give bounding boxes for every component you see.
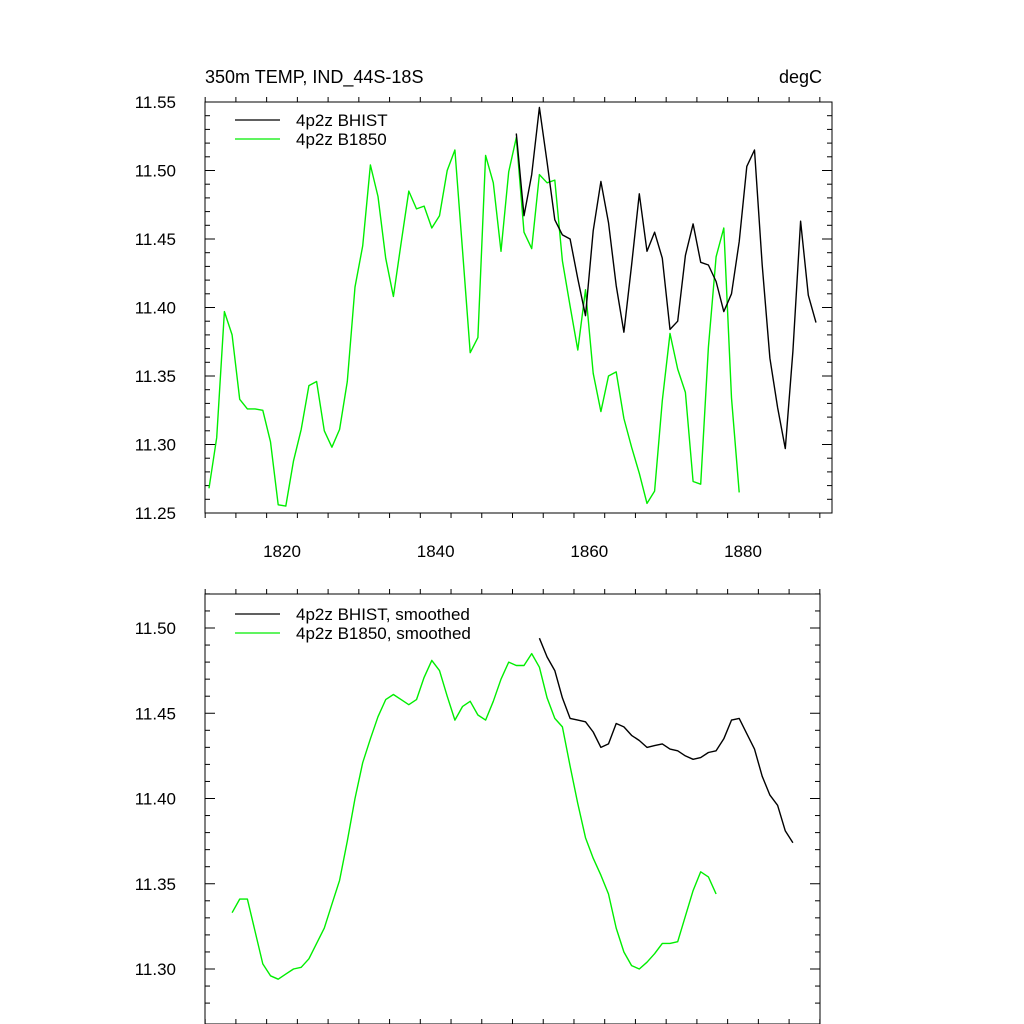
x-tick-label: 1840 <box>417 542 455 561</box>
y-tick-label: 11.40 <box>135 299 176 318</box>
y-tick-label: 11.40 <box>135 790 176 809</box>
y-tick-label: 11.45 <box>135 704 176 723</box>
top-panel-units: degC <box>779 67 822 87</box>
top-panel-series <box>208 106 817 507</box>
x-tick-label: 1860 <box>570 542 608 561</box>
top-panel-legend: 4p2z BHIST 4p2z B1850 <box>235 111 388 149</box>
bottom-panel-frame <box>204 593 821 1024</box>
top-panel-title: 350m TEMP, IND_44S-18S <box>205 67 423 88</box>
y-tick-label: 11.50 <box>135 619 176 638</box>
y-tick-label: 11.35 <box>135 875 176 894</box>
y-tick-label: 11.55 <box>135 93 176 112</box>
legend-label-bhist-smoothed: 4p2z BHIST, smoothed <box>296 605 470 624</box>
y-tick-label: 11.30 <box>135 960 176 979</box>
bottom-panel-y-tick-labels: 11.30 11.35 11.40 11.45 11.50 <box>135 619 176 979</box>
y-tick-label: 11.30 <box>135 436 176 455</box>
bottom-panel-series <box>231 637 794 980</box>
top-panel-x-tick-labels: 1820 1840 1860 1880 <box>263 542 762 561</box>
y-tick-label: 11.35 <box>135 367 176 386</box>
bottom-panel-ticks <box>204 589 821 1024</box>
legend-label-bhist: 4p2z BHIST <box>296 111 388 130</box>
series-line-4p2z-bhist <box>515 106 817 450</box>
y-tick-label: 11.45 <box>135 230 176 249</box>
y-tick-label: 11.50 <box>135 162 176 181</box>
x-tick-label: 1820 <box>263 542 301 561</box>
bottom-panel: 11.30 11.35 11.40 11.45 11.50 4p2z BHIST, sm… <box>135 589 821 1024</box>
series-line-4p2z-b1850-smoothed <box>231 652 717 980</box>
top-panel-y-tick-labels: 11.25 11.30 11.35 11.40 11.45 11.50 11.55 <box>135 93 176 523</box>
bottom-panel-legend: 4p2z BHIST, smoothed 4p2z B1850, smoothe… <box>235 605 471 643</box>
x-tick-label: 1880 <box>724 542 762 561</box>
y-tick-label: 11.25 <box>135 504 176 523</box>
top-panel: 350m TEMP, IND_44S-18S degC 11.2511.3011… <box>135 67 833 561</box>
legend-label-b1850: 4p2z B1850 <box>296 130 387 149</box>
series-line-4p2z-b1850 <box>208 136 740 507</box>
series-line-4p2z-bhist-smoothed <box>538 637 794 844</box>
top-panel-frame <box>204 101 833 514</box>
legend-label-b1850-smoothed: 4p2z B1850, smoothed <box>296 624 471 643</box>
